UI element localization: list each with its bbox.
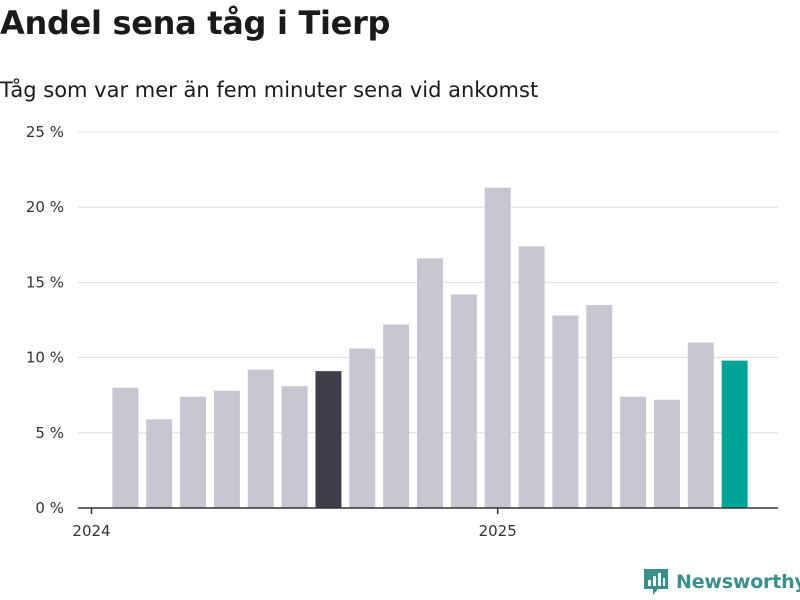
bar-2024-04 bbox=[180, 396, 207, 508]
bar-2025-02 bbox=[518, 246, 545, 508]
bar-2025-04 bbox=[586, 304, 613, 508]
bar-2025-08 bbox=[721, 360, 748, 508]
bar-2024-05 bbox=[213, 390, 240, 508]
y-tick-label: 10 % bbox=[26, 349, 64, 367]
y-axis-labels: 0 % 5 % 10 % 15 % 20 % 25 % bbox=[26, 123, 64, 517]
brand-name: Newsworthy bbox=[676, 571, 800, 593]
brand-logo-block: Newsworthy bbox=[643, 568, 800, 596]
bar-2024-07 bbox=[281, 386, 308, 508]
bar-2024-08 bbox=[315, 371, 342, 508]
x-tick-label: 2025 bbox=[479, 522, 517, 540]
chart-title: Andel sena tåg i Tierp bbox=[0, 4, 391, 42]
y-tick-label: 0 % bbox=[35, 499, 64, 517]
bar-2024-11 bbox=[417, 258, 443, 508]
bar-2025-01 bbox=[484, 187, 511, 508]
y-tick-label: 25 % bbox=[26, 123, 64, 141]
bar-2025-03 bbox=[552, 315, 579, 508]
newsworthy-logo-icon bbox=[644, 569, 668, 595]
bar-2024-10 bbox=[383, 324, 410, 508]
bars bbox=[112, 187, 748, 508]
chart-subtitle: Tåg som var mer än fem minuter sena vid … bbox=[0, 78, 539, 102]
y-tick-label: 15 % bbox=[26, 273, 64, 291]
y-tick-label: 5 % bbox=[35, 424, 64, 442]
x-axis: 2024 2025 bbox=[72, 507, 778, 540]
y-tick-label: 20 % bbox=[26, 198, 64, 216]
bar-2025-07 bbox=[687, 342, 714, 508]
bar-2024-12 bbox=[450, 294, 477, 508]
x-tick-label: 2024 bbox=[72, 522, 110, 540]
bar-2025-05 bbox=[620, 396, 647, 508]
bar-2024-09 bbox=[349, 348, 376, 508]
bar-2025-06 bbox=[653, 399, 680, 508]
bar-2024-06 bbox=[247, 369, 274, 508]
bar-2024-02 bbox=[112, 387, 139, 508]
bar-2024-03 bbox=[146, 419, 173, 508]
